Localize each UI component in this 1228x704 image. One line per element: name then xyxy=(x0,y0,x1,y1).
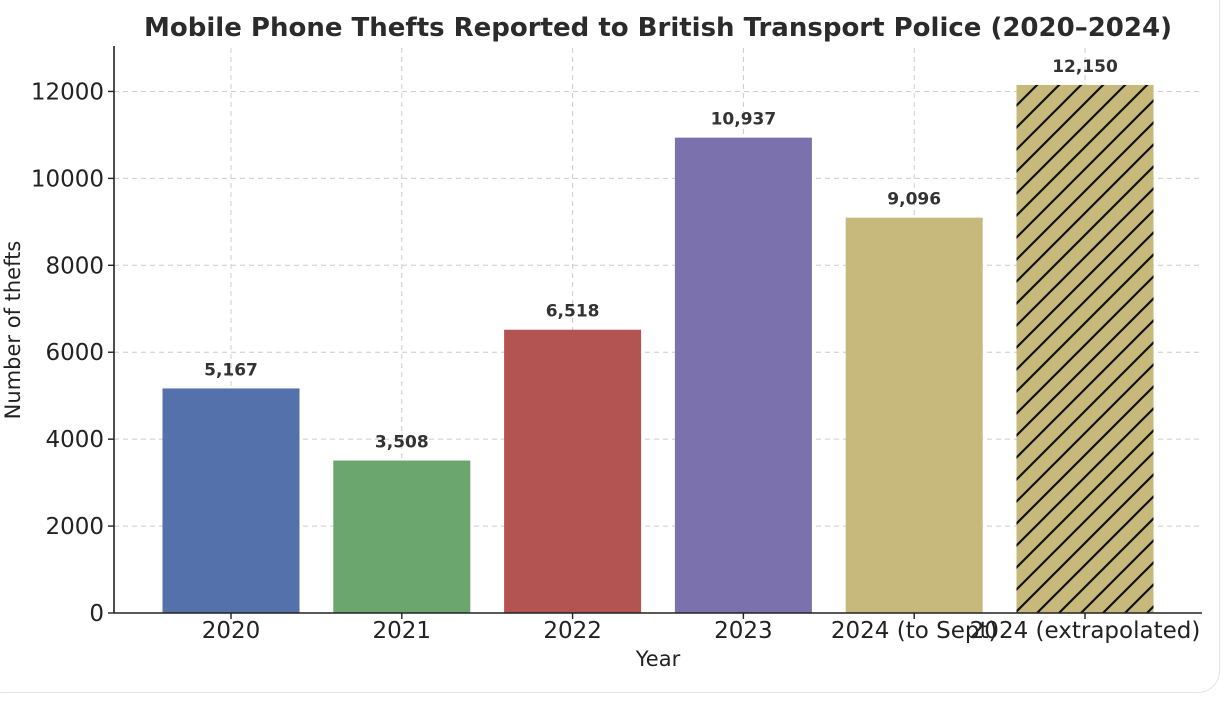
data-label: 9,096 xyxy=(887,190,941,210)
x-tick-label: 2023 xyxy=(714,618,773,644)
x-tick-label: 2024 (extrapolated) xyxy=(970,618,1201,644)
y-axis-label: Number of thefts xyxy=(1,241,25,420)
data-label: 10,937 xyxy=(711,110,777,130)
data-label: 3,508 xyxy=(375,433,429,453)
x-tick-label: 2020 xyxy=(202,618,261,644)
axes xyxy=(108,46,1202,619)
data-label: 6,518 xyxy=(546,302,600,322)
bar xyxy=(1016,84,1154,613)
bar xyxy=(333,460,471,613)
y-tick-label: 12000 xyxy=(31,79,104,105)
x-tick-label: 2024 (to Sept) xyxy=(831,618,998,644)
bar xyxy=(845,217,983,614)
x-tick-label: 2021 xyxy=(373,618,432,644)
chart-title: Mobile Phone Thefts Reported to British … xyxy=(144,13,1172,43)
y-tick-label: 6000 xyxy=(45,340,104,366)
y-tick-label: 2000 xyxy=(45,514,104,540)
y-tick-label: 8000 xyxy=(45,253,104,279)
bar xyxy=(504,329,642,613)
data-label: 5,167 xyxy=(204,360,258,380)
labels: 0 2000 4000 6000 8000 10000 12000 2020 2021 2022 2… xyxy=(31,57,1200,644)
y-tick-label: 0 xyxy=(89,601,104,627)
x-tick-label: 2022 xyxy=(543,618,602,644)
bar xyxy=(674,137,812,614)
y-tick-label: 10000 xyxy=(31,166,104,192)
data-label: 12,150 xyxy=(1052,57,1118,77)
y-tick-label: 4000 xyxy=(45,427,104,453)
bar xyxy=(162,388,300,613)
x-axis-label: Year xyxy=(635,647,681,671)
bars xyxy=(162,84,1154,614)
